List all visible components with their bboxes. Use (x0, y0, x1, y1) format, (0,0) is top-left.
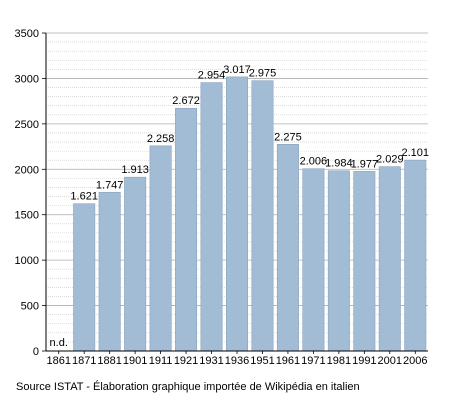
bar-1961 (276, 144, 299, 352)
value-label-1991: 1.977 (351, 158, 379, 170)
bar-1971 (302, 168, 325, 352)
x-tick-label-1871: 1871 (72, 355, 96, 367)
y-tick-label: 2500 (15, 119, 39, 131)
value-label-1951: 2.975 (249, 68, 277, 80)
y-tick-label: 3000 (15, 73, 39, 85)
bars (73, 76, 427, 352)
x-tick-label-1881: 1881 (97, 355, 121, 367)
x-tick-label-1901: 1901 (123, 355, 147, 367)
x-tick-label-1971: 1971 (301, 355, 325, 367)
value-label-1961: 2.275 (274, 131, 302, 143)
bar-1871 (73, 203, 96, 352)
value-label-2006: 2.101 (402, 147, 430, 159)
value-label-1881: 1.747 (96, 179, 124, 191)
bar-1936 (226, 76, 248, 352)
x-tick-label-2006: 2006 (403, 355, 427, 367)
bar-1921 (175, 107, 198, 352)
x-tick-label-1911: 1911 (149, 355, 173, 367)
value-label-1871: 1.621 (70, 191, 98, 203)
value-label-1861: n.d. (50, 337, 68, 349)
value-label-1981: 1.984 (325, 158, 353, 170)
value-label-1921: 2.672 (172, 95, 200, 107)
x-tick-label-1951: 1951 (250, 355, 274, 367)
x-tick-label-1981: 1981 (327, 355, 351, 367)
y-tick-label: 0 (33, 346, 39, 358)
bar-1981 (327, 170, 350, 352)
bar-1951 (251, 80, 274, 352)
x-tick-label-1921: 1921 (174, 355, 198, 367)
axes: 0 500 1000 1500 2000 2500 3000 3500 1861 1871 1881… (15, 28, 428, 367)
x-tick-label-1991: 1991 (352, 355, 376, 367)
bar-1881 (98, 191, 121, 352)
y-tick-label: 1500 (15, 210, 39, 222)
x-tick-label-1936: 1936 (225, 355, 249, 367)
x-tick-label-1861: 1861 (46, 355, 70, 367)
bar-2006 (404, 159, 427, 352)
source-note: Source ISTAT - Élaboration graphique imp… (16, 381, 360, 393)
value-label-1936: 3.017 (223, 64, 251, 76)
value-label-1971: 2.006 (300, 156, 328, 168)
bar-1991 (353, 171, 376, 352)
bar-2001 (378, 166, 401, 352)
y-tick-label: 2000 (15, 164, 39, 176)
y-tick-label: 500 (21, 301, 39, 313)
x-tick-label-2001: 2001 (378, 355, 402, 367)
x-tick-label-1961: 1961 (276, 355, 300, 367)
value-labels: n.d.1.6211.7471.9132.2582.6722.9543.0172… (50, 64, 429, 349)
bar-1901 (124, 176, 147, 352)
bar-1931 (200, 82, 223, 352)
value-label-1931: 2.954 (198, 70, 226, 82)
bar-1911 (149, 145, 172, 352)
value-label-1901: 1.913 (121, 164, 149, 176)
x-tick-label-1931: 1931 (199, 355, 223, 367)
value-label-2001: 2.029 (376, 154, 404, 166)
value-label-1911: 2.258 (147, 133, 175, 145)
y-tick-label: 1000 (15, 255, 39, 267)
y-tick-label: 3500 (15, 28, 39, 40)
